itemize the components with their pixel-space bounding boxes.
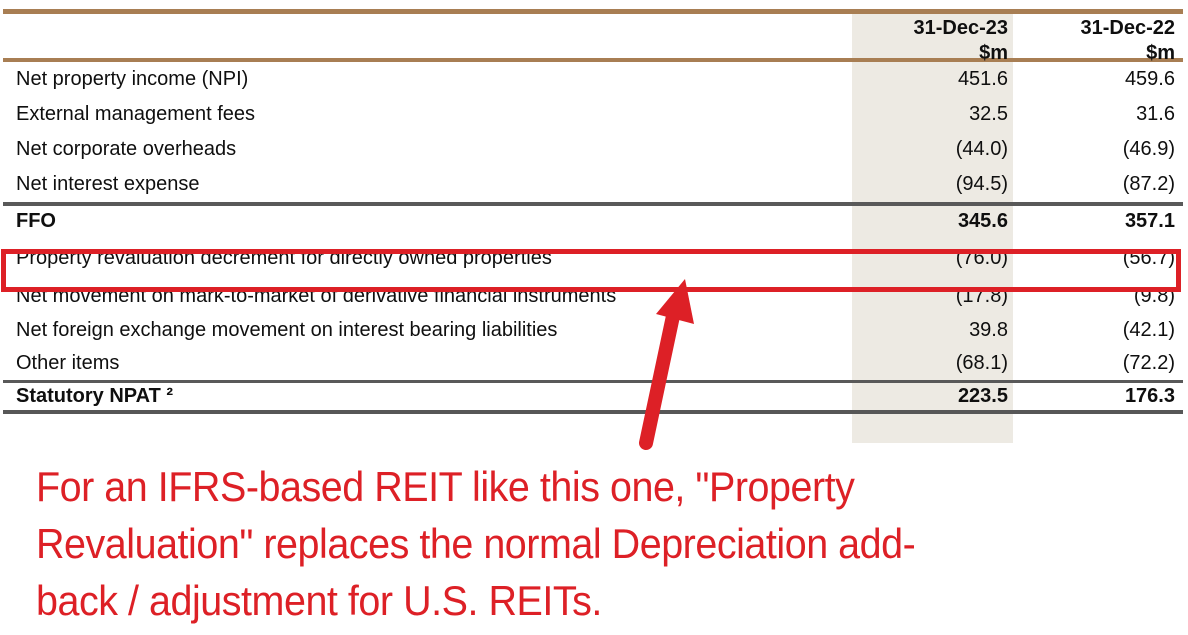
row-value-fy2023: 39.8 — [969, 318, 1008, 341]
row-value-fy2022: (42.1) — [1122, 318, 1175, 341]
table-row-net-property-income: Net property income (NPI) 451.6 459.6 — [3, 62, 1183, 97]
row-value-fy2022: 31.6 — [1136, 103, 1175, 125]
table-row-other-items: Other items (68.1) (72.2) — [3, 347, 1183, 380]
ffo-reconciliation-table: 31-Dec-23 $m 31-Dec-22 $m Net property i… — [3, 9, 1183, 414]
table-row-property-revaluation-decrement: Property revaluation decrement for direc… — [3, 237, 1183, 279]
row-value-fy2023: 223.5 — [957, 385, 1008, 407]
column-header-date: 31-Dec-23 — [913, 17, 1008, 39]
row-label: Net property income (NPI) — [16, 68, 249, 90]
row-label: Net movement on mark-to-market of deriva… — [16, 284, 617, 307]
row-label: Other items — [16, 352, 120, 374]
column-header-unit: $m — [1146, 42, 1175, 64]
row-label: Net foreign exchange movement on interes… — [16, 318, 558, 341]
table-row-foreign-exchange-movement: Net foreign exchange movement on interes… — [3, 313, 1183, 347]
row-label: Property revaluation decrement for direc… — [16, 246, 552, 269]
annotation-line-2: Revaluation" replaces the normal Depreci… — [36, 520, 916, 567]
row-value-fy2023: 345.6 — [957, 210, 1008, 232]
annotation-line-3: back / adjustment for U.S. REITs. — [36, 577, 602, 624]
row-label: Statutory NPAT ² — [16, 385, 174, 407]
table-header-row: 31-Dec-23 $m 31-Dec-22 $m — [3, 9, 1183, 64]
header-label-spacer — [3, 14, 855, 58]
row-value-fy2023: (76.0) — [955, 246, 1008, 269]
table-row-statutory-npat: Statutory NPAT ² 223.5 176.3 — [3, 380, 1183, 414]
row-value-fy2022: (87.2) — [1122, 173, 1175, 195]
table-row-mark-to-market-derivatives: Net movement on mark-to-market of deriva… — [3, 279, 1183, 313]
row-value-fy2022: (56.7) — [1122, 246, 1175, 269]
table-row-external-management-fees: External management fees 32.5 31.6 — [3, 97, 1183, 132]
row-value-fy2023: (44.0) — [955, 138, 1008, 160]
row-value-fy2022: (72.2) — [1122, 352, 1175, 374]
column-header-fy2023: 31-Dec-23 $m — [855, 14, 1016, 64]
column-header-unit: $m — [979, 42, 1008, 64]
row-value-fy2022: 357.1 — [1124, 210, 1175, 232]
table-row-ffo: FFO 345.6 357.1 — [3, 202, 1183, 237]
row-label: FFO — [16, 210, 56, 232]
row-label: External management fees — [16, 103, 256, 125]
row-label: Net corporate overheads — [16, 138, 237, 160]
annotation-line-1: For an IFRS-based REIT like this one, "P… — [36, 463, 855, 510]
row-value-fy2023: (68.1) — [955, 352, 1008, 374]
row-value-fy2022: (46.9) — [1122, 138, 1175, 160]
row-value-fy2023: 451.6 — [957, 68, 1008, 90]
table-row-net-interest-expense: Net interest expense (94.5) (87.2) — [3, 167, 1183, 202]
table-row-net-corporate-overheads: Net corporate overheads (44.0) (46.9) — [3, 132, 1183, 167]
row-value-fy2023: (94.5) — [955, 173, 1008, 195]
row-value-fy2022: (9.8) — [1133, 284, 1175, 307]
row-value-fy2022: 176.3 — [1124, 385, 1175, 407]
column-header-fy2022: 31-Dec-22 $m — [1016, 14, 1183, 64]
row-value-fy2023: 32.5 — [969, 103, 1008, 125]
row-value-fy2023: (17.8) — [955, 284, 1008, 307]
column-header-date: 31-Dec-22 — [1080, 17, 1175, 39]
annotation-text: For an IFRS-based REIT like this one, "P… — [36, 458, 916, 629]
row-label: Net interest expense — [16, 173, 200, 195]
current-period-column-shading — [852, 14, 1013, 443]
row-value-fy2022: 459.6 — [1124, 68, 1175, 90]
